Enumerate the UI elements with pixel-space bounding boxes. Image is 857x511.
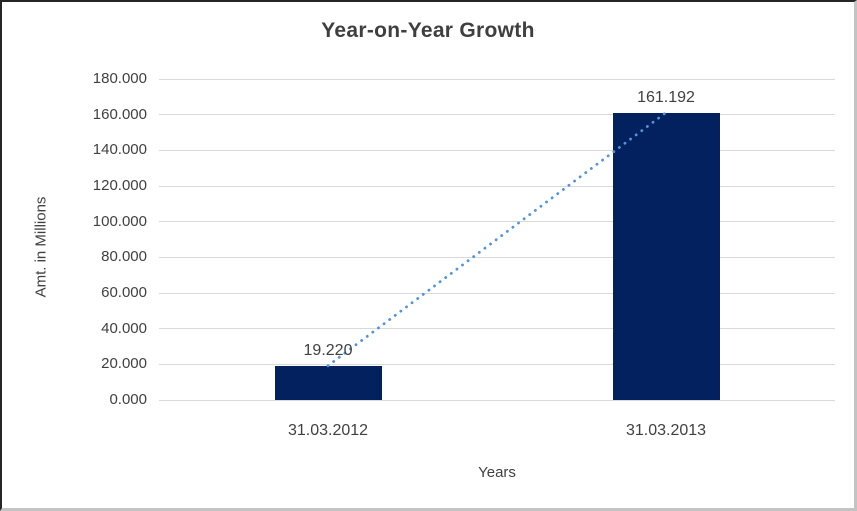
bar-31.03.2013 — [612, 112, 720, 400]
bar-31.03.2012 — [274, 365, 382, 400]
data-label: 19.220 — [303, 341, 353, 359]
gridline — [159, 292, 835, 294]
chart-title: Year-on-Year Growth — [321, 19, 535, 42]
y-axis-tick-label: 140.000 — [92, 141, 147, 159]
gridline — [159, 149, 835, 151]
data-label: 161.192 — [637, 88, 695, 106]
x-axis-tick-label: 31.03.2013 — [625, 422, 707, 439]
gridline — [159, 78, 835, 80]
gridline — [159, 221, 835, 223]
y-axis-tick-label: 60.000 — [101, 284, 147, 301]
x-axis-tick-label: 31.03.2012 — [287, 422, 369, 439]
y-axis-tick-label: 0.000 — [109, 391, 147, 408]
y-axis-tick-label: 160.000 — [92, 105, 147, 123]
gridline — [159, 363, 835, 365]
y-axis-tick-label: 80.000 — [101, 248, 147, 266]
gridline — [159, 399, 835, 401]
y-axis-tick-label: 180.000 — [92, 70, 147, 87]
gridline — [159, 256, 835, 258]
plot-area — [159, 78, 835, 401]
y-axis-tick-label: 100.000 — [92, 212, 147, 230]
gridline — [159, 328, 835, 330]
y-axis-tick-label: 120.000 — [92, 177, 147, 194]
x-axis-title: Years — [478, 464, 516, 481]
gridline — [159, 185, 835, 187]
y-axis-tick-label: 20.000 — [101, 355, 147, 373]
y-axis-tick-label: 40.000 — [101, 319, 147, 337]
gridline — [159, 114, 835, 116]
